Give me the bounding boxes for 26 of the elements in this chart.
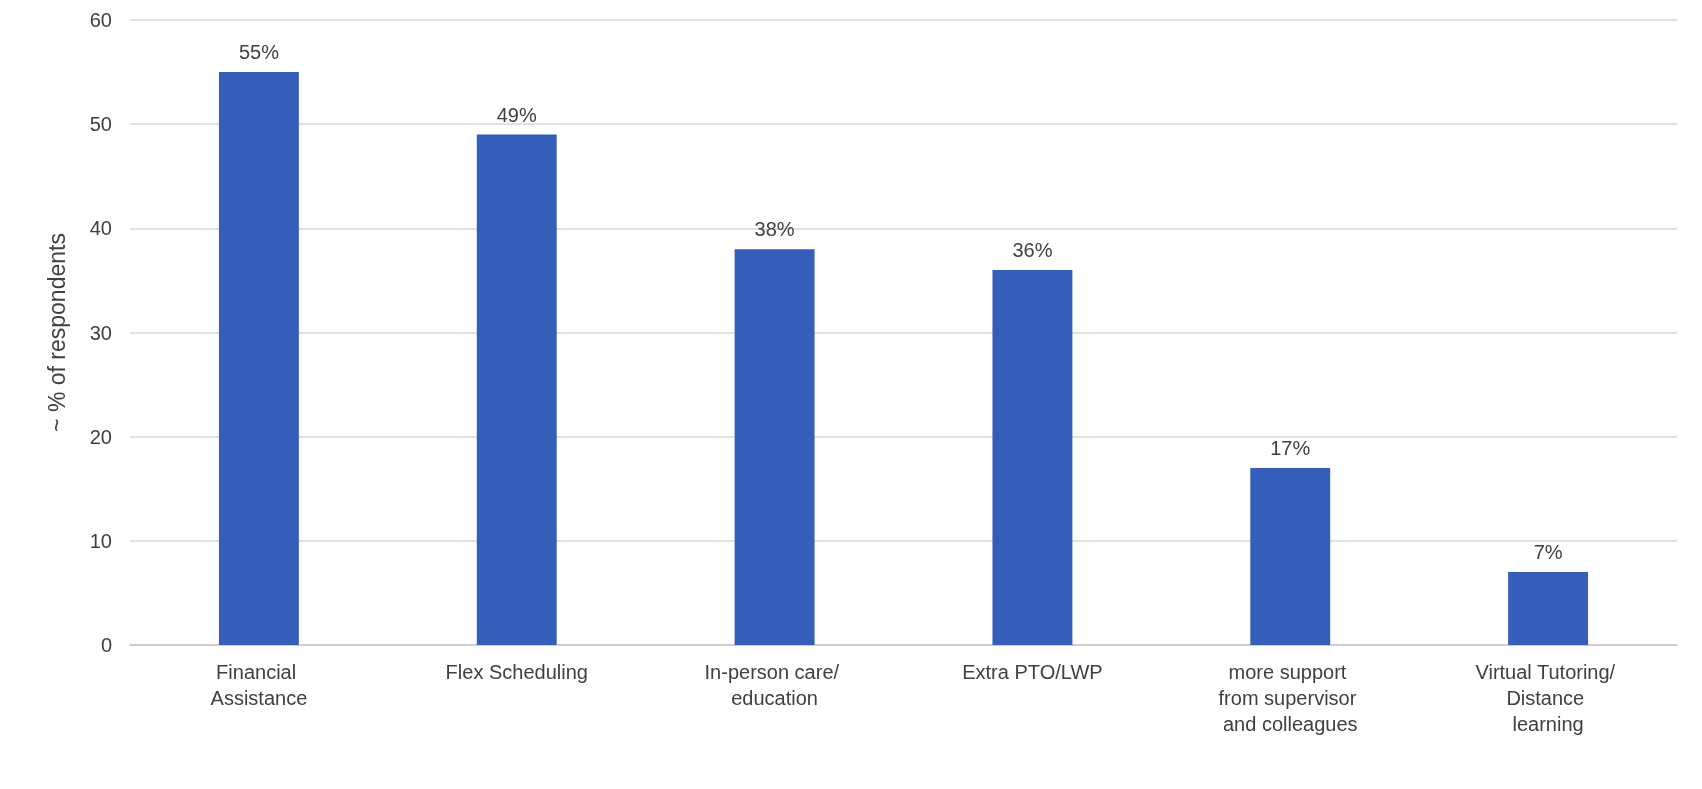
y-tick-label: 50 — [89, 113, 112, 136]
y-axis-title: ~ % of respondents — [43, 233, 70, 432]
y-tick-label: 60 — [89, 9, 112, 31]
bar — [476, 134, 557, 645]
data-label: 55% — [238, 41, 280, 64]
data-label: 49% — [496, 103, 537, 126]
y-tick-label: 10 — [89, 529, 112, 552]
bar — [218, 72, 299, 645]
x-tick-label: more support from supervisor and colleagues — [1218, 661, 1362, 735]
data-label: 7% — [1533, 541, 1563, 564]
x-tick-label: In-person care/ education — [704, 661, 845, 709]
bar — [734, 249, 815, 645]
y-tick-label: 20 — [89, 425, 112, 448]
y-tick-label: 30 — [89, 321, 112, 344]
bar — [992, 270, 1073, 645]
bar — [1250, 467, 1331, 645]
data-label: 17% — [1270, 436, 1311, 459]
data-label: 36% — [1012, 239, 1053, 261]
y-tick-label: 0 — [100, 634, 112, 656]
y-tick-label: 40 — [89, 217, 112, 240]
x-tick-label: Extra PTO/LWP — [962, 661, 1103, 683]
x-tick-label: Flex Scheduling — [445, 661, 588, 683]
data-label: 38% — [754, 218, 795, 241]
x-tick-label: Financial Assistance — [210, 661, 308, 709]
x-tick-label: Virtual Tutoring/ Distance learning — [1475, 661, 1621, 735]
bar — [1508, 572, 1589, 645]
